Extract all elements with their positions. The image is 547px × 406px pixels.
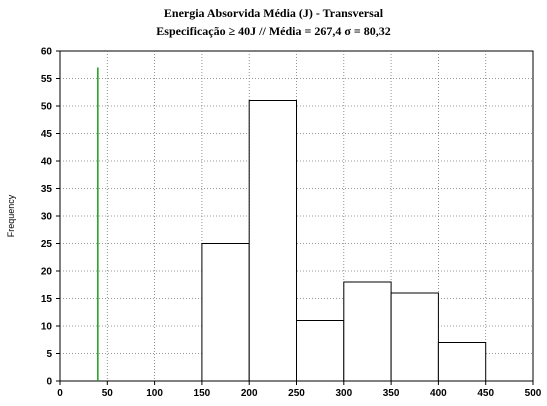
x-tick-label: 350 (383, 388, 400, 399)
y-tick-label: 45 (41, 129, 53, 140)
histogram-bar (248, 100, 297, 382)
histogram-bar (437, 342, 487, 382)
histogram-bar (296, 320, 345, 382)
y-tick-label: 35 (41, 184, 53, 195)
x-tick-label: 500 (525, 388, 542, 399)
y-tick-label: 60 (41, 47, 53, 58)
x-tick-label: 150 (194, 388, 211, 399)
y-tick-label: 40 (41, 157, 53, 168)
y-tick-label: 0 (46, 377, 52, 388)
y-tick-label: 10 (41, 322, 53, 333)
chart-title: Energia Absorvida Média (J) - Transversa… (163, 6, 384, 20)
y-tick-label: 50 (41, 102, 53, 113)
y-tick-label: 30 (41, 212, 53, 223)
x-tick-label: 100 (146, 388, 163, 399)
x-tick-label: 400 (430, 388, 447, 399)
y-tick-label: 20 (41, 267, 53, 278)
y-axis-label: Frequency (6, 194, 16, 237)
y-tick-label: 15 (41, 294, 53, 305)
x-tick-label: 450 (477, 388, 494, 399)
histogram-bar (343, 281, 392, 382)
histogram-bar (201, 243, 250, 382)
x-tick-label: 50 (102, 388, 114, 399)
y-tick-label: 55 (41, 74, 53, 85)
x-tick-label: 300 (335, 388, 352, 399)
y-tick-label: 5 (46, 349, 52, 360)
x-tick-label: 200 (241, 388, 258, 399)
chart-subtitle: Especificação ≥ 40J // Média = 267,4 σ =… (156, 24, 391, 38)
y-tick-label: 25 (41, 239, 53, 250)
histogram-bar (390, 292, 439, 382)
x-tick-label: 250 (288, 388, 305, 399)
x-tick-label: 0 (57, 388, 63, 399)
